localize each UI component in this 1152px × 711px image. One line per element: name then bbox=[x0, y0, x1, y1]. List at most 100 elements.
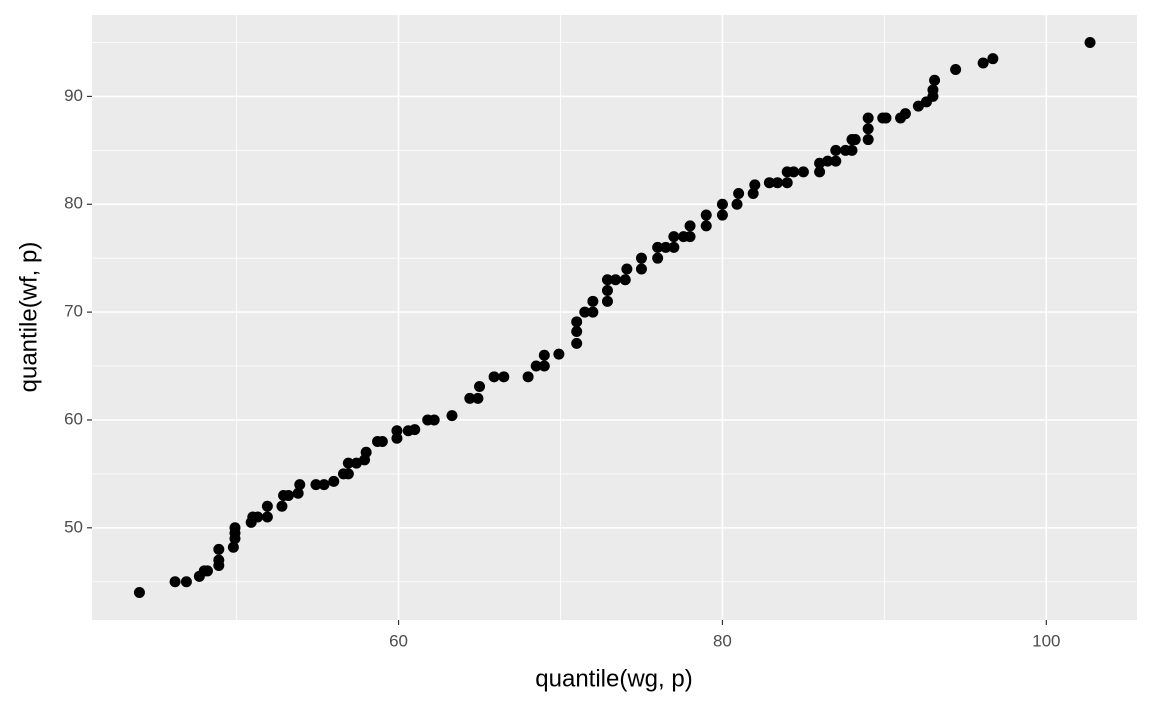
point bbox=[229, 522, 241, 534]
point bbox=[328, 475, 340, 487]
point bbox=[261, 500, 273, 512]
point bbox=[571, 326, 583, 338]
point bbox=[294, 479, 306, 491]
panel bbox=[92, 15, 1137, 620]
point bbox=[428, 414, 440, 426]
point bbox=[530, 360, 542, 372]
point bbox=[846, 144, 858, 156]
point bbox=[227, 541, 239, 553]
y-tick-label: 60 bbox=[64, 409, 83, 428]
point bbox=[849, 134, 861, 146]
point bbox=[716, 198, 728, 210]
point bbox=[977, 57, 989, 69]
point bbox=[522, 371, 534, 383]
point bbox=[538, 360, 550, 372]
point bbox=[446, 410, 458, 422]
point bbox=[601, 285, 613, 297]
point bbox=[261, 511, 273, 523]
point bbox=[474, 381, 486, 393]
point bbox=[391, 432, 403, 444]
point bbox=[282, 489, 294, 501]
point bbox=[830, 144, 842, 156]
point bbox=[668, 231, 680, 243]
point bbox=[180, 576, 192, 588]
point bbox=[771, 177, 783, 189]
point bbox=[700, 209, 712, 221]
point bbox=[213, 543, 225, 555]
point bbox=[276, 500, 288, 512]
point bbox=[652, 252, 664, 264]
point bbox=[822, 155, 834, 167]
point bbox=[310, 479, 322, 491]
point bbox=[133, 587, 145, 598]
point bbox=[409, 424, 421, 436]
point bbox=[788, 166, 800, 178]
point bbox=[498, 371, 510, 383]
x-tick-label: 80 bbox=[713, 631, 732, 650]
point bbox=[731, 198, 743, 210]
point bbox=[814, 166, 826, 178]
point bbox=[635, 252, 647, 264]
point bbox=[862, 112, 874, 124]
point bbox=[668, 241, 680, 253]
point bbox=[376, 436, 388, 448]
point bbox=[621, 263, 633, 275]
point bbox=[538, 349, 550, 361]
point bbox=[987, 53, 999, 65]
point bbox=[880, 112, 892, 124]
point bbox=[862, 134, 874, 146]
point bbox=[660, 241, 672, 253]
point bbox=[488, 371, 500, 383]
point bbox=[684, 220, 696, 232]
point bbox=[201, 565, 213, 577]
point bbox=[899, 108, 911, 120]
point bbox=[252, 511, 264, 523]
point bbox=[579, 306, 591, 318]
point bbox=[571, 337, 583, 349]
point bbox=[391, 425, 403, 437]
point bbox=[464, 392, 476, 404]
point bbox=[292, 487, 304, 499]
point bbox=[213, 554, 225, 566]
point bbox=[472, 392, 484, 404]
point bbox=[342, 457, 354, 469]
point bbox=[318, 479, 330, 491]
point bbox=[610, 274, 622, 286]
point bbox=[700, 220, 712, 232]
point bbox=[571, 316, 583, 328]
point bbox=[652, 241, 664, 253]
point bbox=[927, 84, 939, 96]
point bbox=[587, 295, 599, 307]
y-tick-label: 90 bbox=[64, 86, 83, 105]
point bbox=[601, 274, 613, 286]
x-tick-label: 100 bbox=[1032, 631, 1060, 650]
point bbox=[360, 446, 372, 458]
point bbox=[684, 231, 696, 243]
point bbox=[342, 468, 354, 480]
point bbox=[749, 179, 761, 191]
y-tick-label: 50 bbox=[64, 517, 83, 536]
point bbox=[763, 177, 775, 189]
point bbox=[747, 187, 759, 199]
point bbox=[619, 274, 631, 286]
y-tick-label: 80 bbox=[64, 194, 83, 213]
point bbox=[950, 63, 962, 75]
x-axis-title: quantile(wg, p) bbox=[535, 665, 692, 692]
x-tick-label: 60 bbox=[389, 631, 408, 650]
point bbox=[635, 263, 647, 275]
point bbox=[716, 209, 728, 221]
point bbox=[912, 100, 924, 112]
point bbox=[587, 306, 599, 318]
point bbox=[830, 155, 842, 167]
point bbox=[733, 187, 745, 199]
point bbox=[553, 348, 565, 360]
point bbox=[862, 123, 874, 135]
point bbox=[797, 166, 809, 178]
y-tick-label: 70 bbox=[64, 302, 83, 321]
y-axis-title: quantile(wf, p) bbox=[15, 242, 42, 393]
point bbox=[1084, 37, 1096, 48]
point bbox=[601, 295, 613, 307]
point bbox=[169, 576, 181, 588]
